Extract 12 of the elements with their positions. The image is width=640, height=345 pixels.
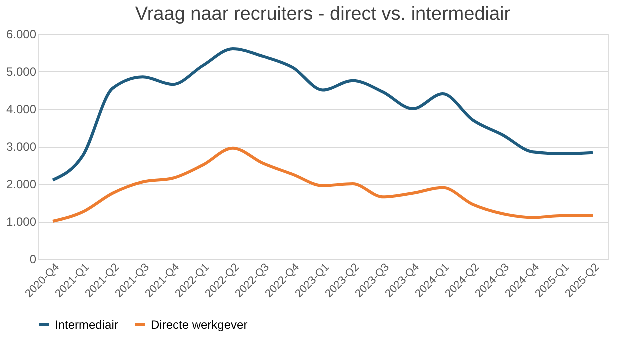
- legend-label: Directe werkgever: [151, 318, 248, 332]
- y-tick-label: 5.000: [6, 65, 37, 79]
- y-tick-label: 4.000: [6, 102, 37, 116]
- y-tick-label: 6.000: [6, 28, 37, 42]
- y-tick-label: 3.000: [6, 140, 37, 154]
- chart-title: Vraag naar recruiters - direct vs. intermediair: [135, 4, 512, 25]
- y-tick-label: 1.000: [6, 215, 37, 229]
- y-tick-label: 0: [30, 252, 37, 266]
- y-tick-label: 2.000: [6, 178, 37, 192]
- legend-label: Intermediair: [55, 318, 118, 332]
- line-series: [52, 48, 594, 182]
- line-series: [52, 146, 594, 223]
